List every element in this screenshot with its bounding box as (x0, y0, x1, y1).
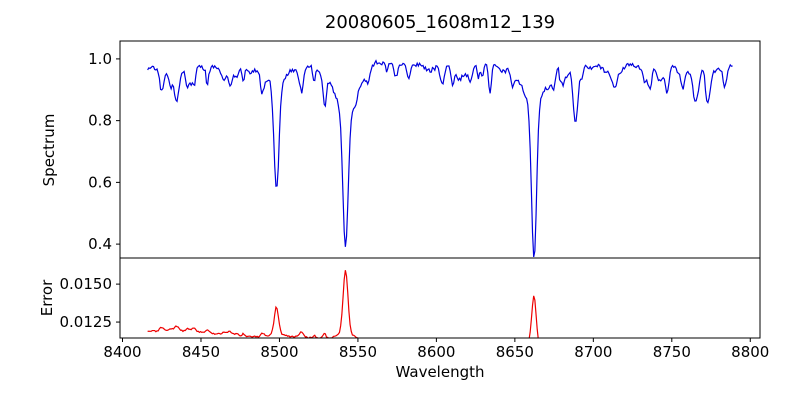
x-tick-label: 8650 (496, 343, 534, 361)
y-tick-label-error: 0.0150 (60, 275, 113, 293)
axes-frame-error (119, 257, 761, 339)
x-tick-label: 8400 (103, 343, 141, 361)
y-tick-label-spectrum: 0.4 (88, 235, 112, 253)
x-tick-label: 8500 (260, 343, 298, 361)
y-axis-label-error: Error (38, 279, 56, 317)
error-line (147, 270, 539, 338)
x-tick-label: 8800 (731, 343, 769, 361)
y-tick-label-error: 0.0125 (60, 313, 113, 331)
spectrum-line (147, 59, 733, 258)
y-tick-label-spectrum: 0.8 (88, 112, 112, 130)
y-tick-label-spectrum: 0.6 (88, 173, 112, 191)
x-tick-label: 8700 (574, 343, 612, 361)
x-tick-label: 8600 (417, 343, 455, 361)
chart-title: 20080605_1608m12_139 (324, 12, 556, 33)
y-tick-label-spectrum: 1.0 (88, 50, 112, 68)
x-tick-label: 8550 (339, 343, 377, 361)
y-axis-label-spectrum: Spectrum (40, 113, 58, 187)
x-axis-label: Wavelength (395, 363, 485, 381)
axes-frame-spectrum (119, 40, 761, 259)
x-tick-label: 8450 (182, 343, 220, 361)
x-tick-label: 8750 (653, 343, 691, 361)
